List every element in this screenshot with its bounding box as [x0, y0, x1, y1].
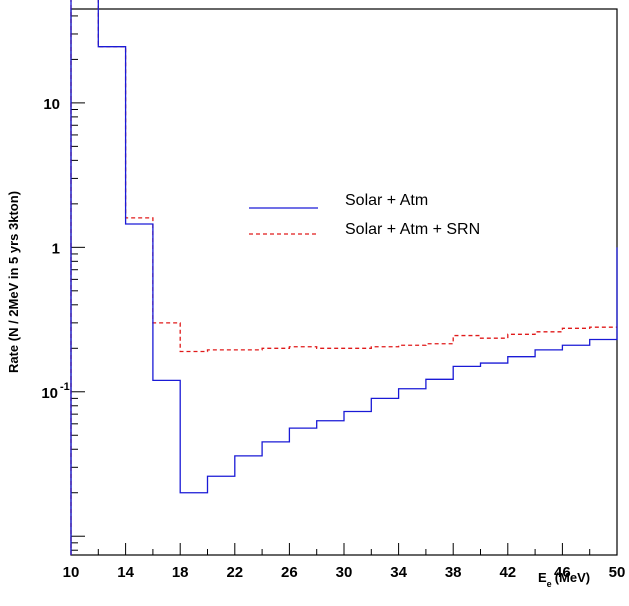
series-layer — [70, 0, 618, 555]
y-axis: 10-1110102 — [41, 15, 85, 551]
x-tick-label: 14 — [117, 564, 134, 581]
legend-label-solar-atm: Solar + Atm — [345, 192, 428, 209]
y-tick-label: 10 — [43, 96, 60, 113]
x-tick-label: 34 — [390, 564, 407, 581]
y-axis-label: Rate (N / 2MeV in 5 yrs 3kton) — [6, 191, 21, 373]
legend: Solar + Atm Solar + Atm + SRN — [249, 192, 480, 238]
x-axis-unit: (MeV) — [555, 570, 590, 585]
x-axis-label: Ee (MeV) — [538, 570, 590, 589]
x-tick-label: 26 — [281, 564, 298, 581]
y-tick-label: 1 — [52, 240, 60, 257]
x-tick-label: 38 — [445, 564, 462, 581]
x-axis-main: E — [538, 570, 547, 585]
y-tick-label: 10 — [41, 385, 58, 402]
x-tick-label: 18 — [172, 564, 189, 581]
legend-label-solar-atm-srn: Solar + Atm + SRN — [345, 221, 480, 238]
x-tick-label: 50 — [609, 564, 626, 581]
x-tick-label: 42 — [499, 564, 516, 581]
x-axis-label-group: Ee (MeV) — [538, 570, 590, 589]
x-tick-label: 30 — [336, 564, 353, 581]
x-axis: 10 14 18 22 26 30 34 38 42 46 50 — [63, 543, 626, 581]
x-tick-label: 22 — [226, 564, 243, 581]
x-tick-label: 10 — [63, 564, 80, 581]
y-tick-exponent: -1 — [60, 381, 70, 393]
x-axis-sub: e — [547, 579, 552, 589]
x-tick-label: 46 — [554, 564, 571, 581]
series-solar-atm-line — [70, 0, 618, 555]
